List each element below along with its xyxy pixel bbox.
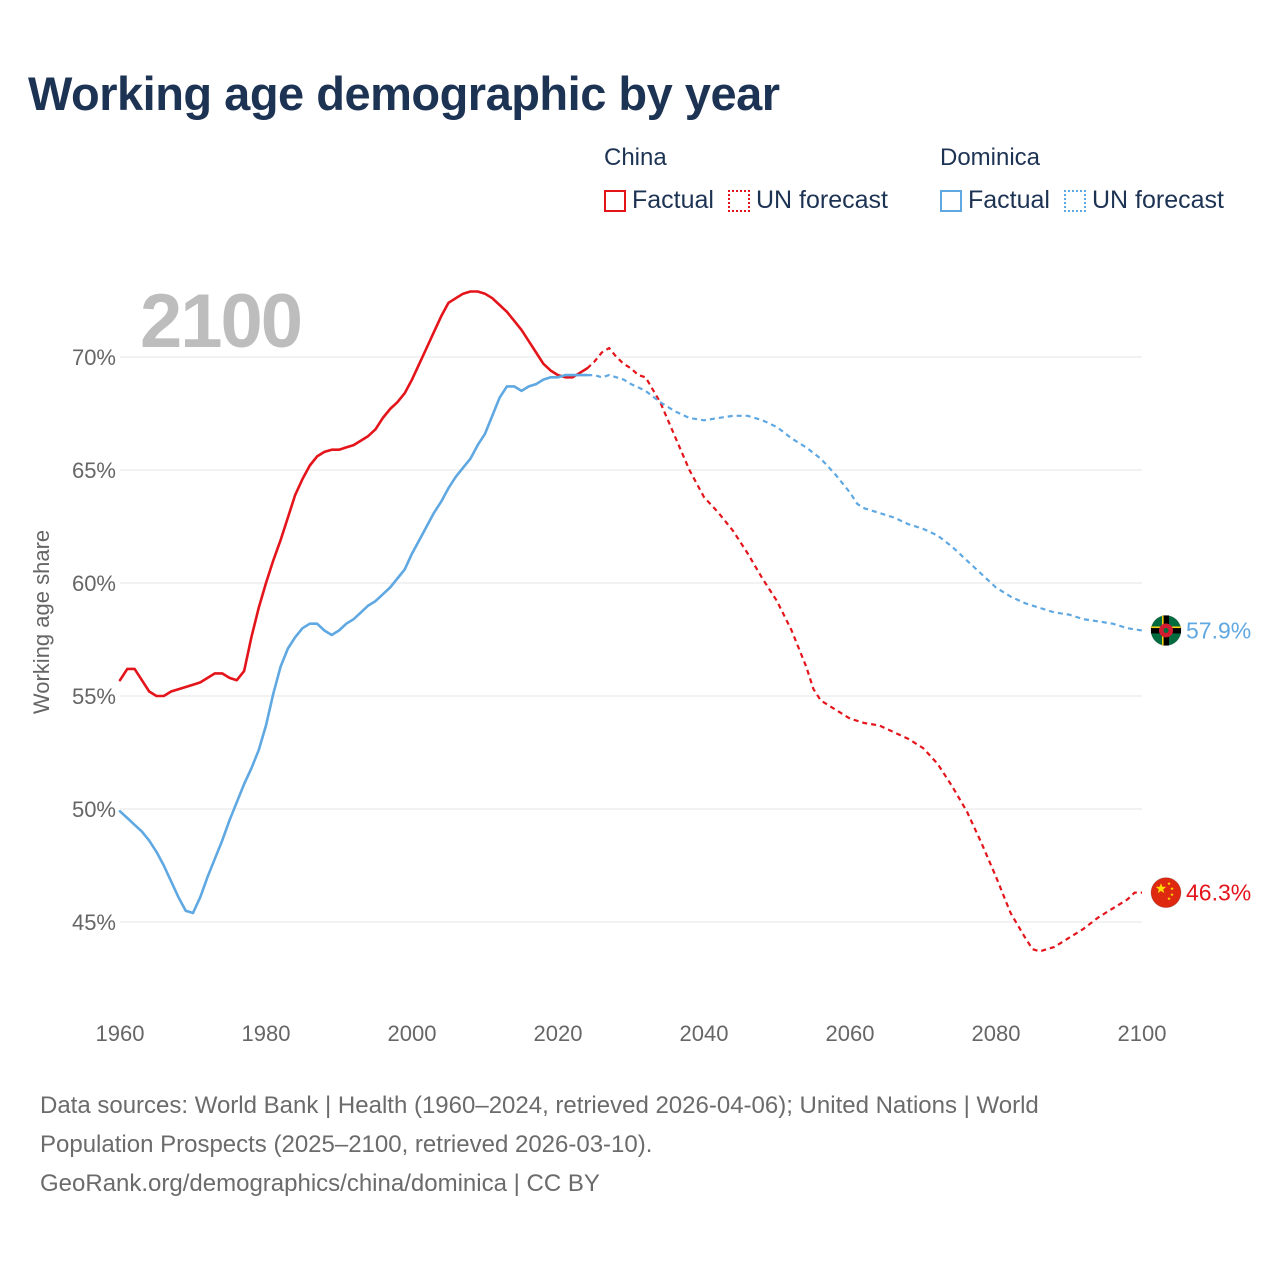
- y-tick-label: 65%: [72, 458, 116, 483]
- legend-dominica-factual[interactable]: Factual: [940, 186, 1050, 215]
- china-flag-star-small: [1167, 881, 1171, 886]
- legend-dominica-row: Factual UN forecast: [940, 186, 1238, 215]
- footer-sources-line-2: Population Prospects (2025–2100, retriev…: [40, 1131, 653, 1158]
- series-line-china-factual: [118, 290, 589, 698]
- legend-china-forecast-swatch: [727, 189, 750, 212]
- x-tick-label: 2000: [388, 1021, 437, 1046]
- china-flag-star-small: [1170, 892, 1174, 897]
- legend-china-forecast-label: UN forecast: [755, 186, 888, 214]
- grid-layer: [120, 356, 1142, 923]
- legend-dominica-factual-label: Factual: [968, 186, 1050, 214]
- china-flag-outline: [1150, 877, 1182, 909]
- x-tick-label: 2100: [1118, 1021, 1167, 1046]
- y-tick-label: 50%: [72, 797, 116, 822]
- dominica-end-value-label: 57.9%: [1186, 617, 1251, 643]
- legend-china-title: China: [604, 144, 667, 171]
- x-tick-label: 2040: [680, 1021, 729, 1046]
- y-tick-label: 55%: [72, 684, 116, 709]
- series-line-china-forecast: [586, 346, 1142, 953]
- legend-china: China Factual UN forecast: [604, 144, 902, 215]
- dominica-flag-parrot: [1163, 627, 1169, 633]
- china-flag-icon: [1150, 877, 1182, 909]
- legend-dominica-factual-swatch: [940, 189, 962, 212]
- series-line-dominica-factual: [118, 373, 589, 915]
- x-tick-label: 2080: [972, 1021, 1021, 1046]
- china-flag-disc: [1151, 877, 1181, 908]
- marker-layer: 46.3% 57.9%: [1150, 614, 1251, 909]
- chart-title: Working age demographic by year: [28, 67, 780, 120]
- china-flag-star-large: [1155, 883, 1167, 894]
- legend-china-factual[interactable]: Factual: [604, 186, 714, 215]
- china-end-value-label: 46.3%: [1186, 880, 1251, 906]
- x-tick-label: 1960: [96, 1021, 145, 1046]
- china-flag-star-small: [1170, 886, 1174, 891]
- dominica-flag-icon: [1150, 614, 1182, 646]
- y-tick-label: 45%: [72, 910, 116, 935]
- footer: Data sources: World Bank | Health (1960–…: [40, 1086, 1220, 1203]
- dominica-flag-outline: [1150, 614, 1182, 646]
- legend-china-forecast[interactable]: UN forecast: [727, 186, 888, 215]
- series-layer: [118, 290, 1143, 953]
- footer-sources-line-1: Data sources: World Bank | Health (1960–…: [40, 1092, 1039, 1119]
- legend-china-factual-label: Factual: [632, 186, 714, 214]
- year-label: 2100: [140, 279, 303, 364]
- legend-china-row: Factual UN forecast: [604, 186, 902, 215]
- legend-dominica-forecast-swatch: [1063, 189, 1086, 212]
- y-tick-label: 60%: [72, 571, 116, 596]
- legend-dominica-title: Dominica: [940, 144, 1041, 171]
- china-flag-star-small: [1167, 896, 1171, 901]
- x-tick-label: 2060: [826, 1021, 875, 1046]
- x-tick-label: 1980: [242, 1021, 291, 1046]
- series-line-dominica-forecast: [587, 374, 1143, 632]
- footer-attribution[interactable]: GeoRank.org/demographics/china/dominica …: [40, 1170, 600, 1197]
- tick-layer: 45% 50% 55% 60% 65% 70% 1960 1980 2000 2020 2040 20…: [72, 345, 1167, 1046]
- legend-china-factual-swatch: [604, 189, 626, 212]
- x-tick-label: 2020: [534, 1021, 583, 1046]
- legend-dominica-forecast-label: UN forecast: [1091, 186, 1224, 214]
- legend-dominica-forecast[interactable]: UN forecast: [1063, 186, 1224, 215]
- legend-dominica: Dominica Factual UN forecast: [940, 144, 1238, 215]
- y-tick-label: 70%: [72, 345, 116, 370]
